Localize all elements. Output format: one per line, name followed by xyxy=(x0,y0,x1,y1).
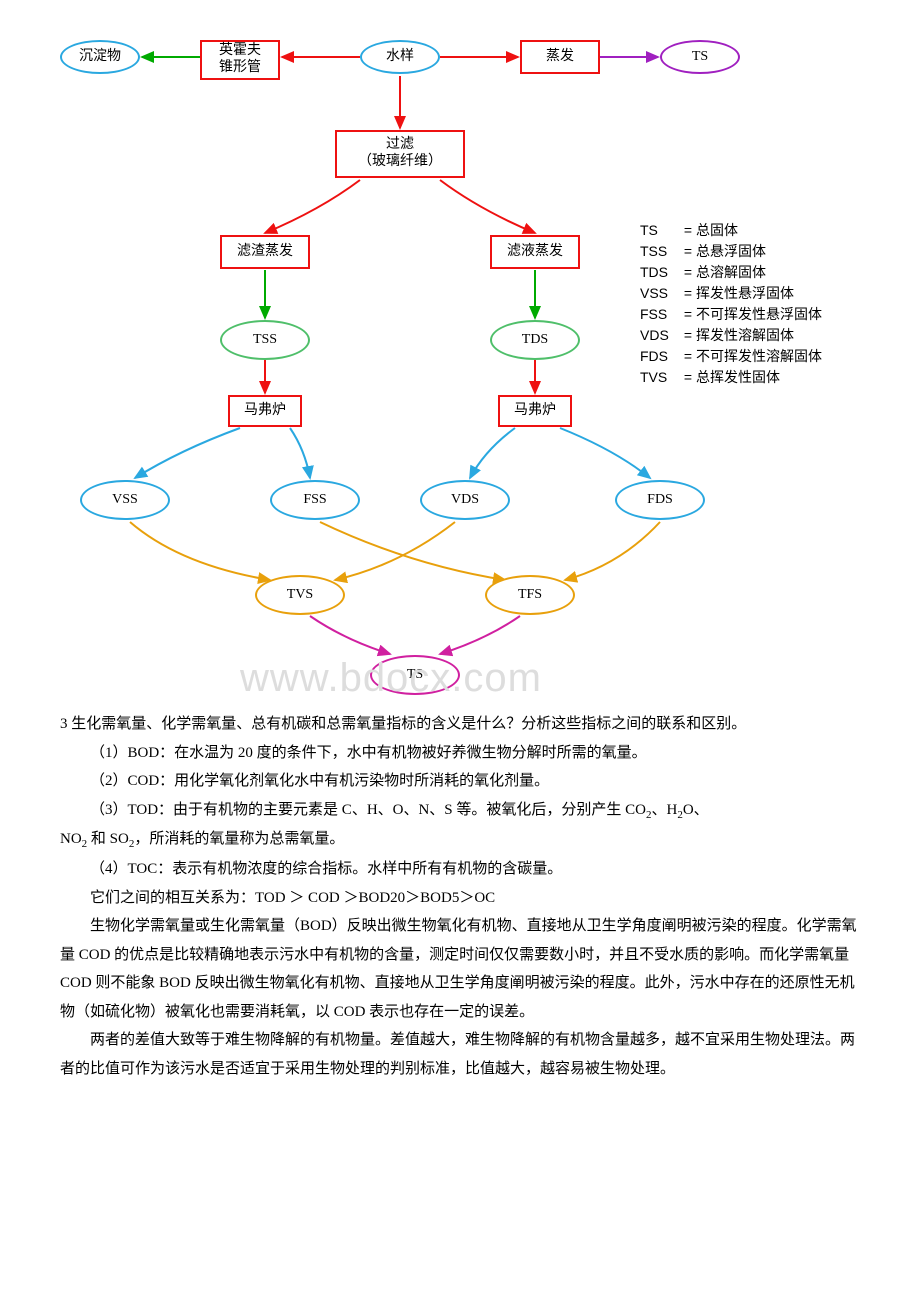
node-fss: FSS xyxy=(270,480,360,520)
node-tfs: TFS xyxy=(485,575,575,615)
node-muffle_l: 马弗炉 xyxy=(228,395,302,427)
node-fds: FDS xyxy=(615,480,705,520)
legend-item: VSS = 挥发性悬浮固体 xyxy=(640,283,822,304)
legend-item: FSS = 不可挥发性悬浮固体 xyxy=(640,304,822,325)
legend: TS = 总固体TSS = 总悬浮固体TDS = 总溶解固体VSS = 挥发性悬… xyxy=(640,220,822,388)
para-cod: （2）COD：用化学氧化剂氧化水中有机污染物时所消耗的氧化剂量。 xyxy=(60,767,860,796)
node-vds: VDS xyxy=(420,480,510,520)
legend-item: FDS = 不可挥发性溶解固体 xyxy=(640,346,822,367)
node-ts_top: TS xyxy=(660,40,740,74)
legend-item: TS = 总固体 xyxy=(640,220,822,241)
solids-flowchart: 沉淀物 英霍夫 锥形管 水样 蒸发 TS 过滤 （玻璃纤维） 滤渣蒸发 滤液蒸发 TSS TDS 马… xyxy=(60,40,860,700)
node-sample: 水样 xyxy=(360,40,440,74)
legend-item: TVS = 总挥发性固体 xyxy=(640,367,822,388)
para-toc: （4）TOC：表示有机物浓度的综合指标。水样中所有有机物的含碳量。 xyxy=(60,855,860,884)
node-sediment: 沉淀物 xyxy=(60,40,140,74)
node-filter: 过滤 （玻璃纤维） xyxy=(335,130,465,178)
node-r_evap: 滤渣蒸发 xyxy=(220,235,310,269)
para-bod: （1）BOD：在水温为 20 度的条件下，水中有机物被好养微生物分解时所需的氧量… xyxy=(60,739,860,768)
node-ts_bot: TS xyxy=(370,655,460,695)
para-diff: 两者的差值大致等于难生物降解的有机物量。差值越大，难生物降解的有机物含量越多，越… xyxy=(60,1026,860,1083)
node-evap: 蒸发 xyxy=(520,40,600,74)
node-tss: TSS xyxy=(220,320,310,360)
para-tod-cont: NO2 和 SO2，所消耗的氧量称为总需氧量。 xyxy=(60,825,860,855)
node-vss: VSS xyxy=(80,480,170,520)
node-l_evap: 滤液蒸发 xyxy=(490,235,580,269)
question-3: 3 生化需氧量、化学需氧量、总有机碳和总需氧量指标的含义是什么？分析这些指标之间… xyxy=(60,710,860,739)
para-tod: （3）TOD：由于有机物的主要元素是 C、H、O、N、S 等。被氧化后，分别产生… xyxy=(60,796,860,826)
node-tds: TDS xyxy=(490,320,580,360)
legend-item: VDS = 挥发性溶解固体 xyxy=(640,325,822,346)
legend-item: TSS = 总悬浮固体 xyxy=(640,241,822,262)
legend-item: TDS = 总溶解固体 xyxy=(640,262,822,283)
node-muffle_r: 马弗炉 xyxy=(498,395,572,427)
para-compare: 生物化学需氧量或生化需氧量（BOD）反映出微生物氧化有机物、直接地从卫生学角度阐… xyxy=(60,912,860,1026)
node-imhoff: 英霍夫 锥形管 xyxy=(200,40,280,80)
body-text: 3 生化需氧量、化学需氧量、总有机碳和总需氧量指标的含义是什么？分析这些指标之间… xyxy=(60,710,860,1083)
node-tvs: TVS xyxy=(255,575,345,615)
para-relation: 它们之间的相互关系为：TOD ＞ COD ＞BOD20＞BOD5＞OC xyxy=(60,884,860,913)
